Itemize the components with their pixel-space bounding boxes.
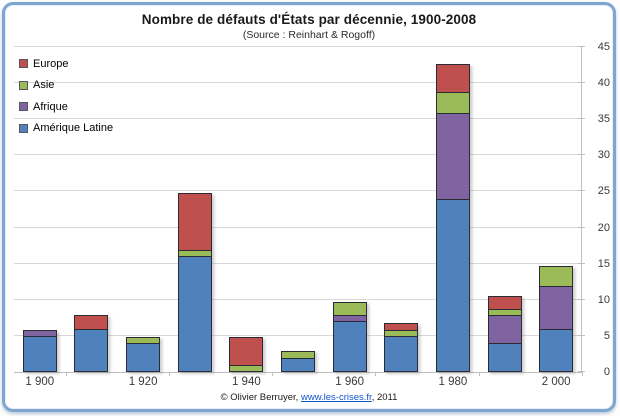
bar-1950 (281, 351, 315, 372)
legend-label: Europe (33, 57, 69, 70)
legend-label: Asie (33, 79, 55, 92)
x-tick-5 (272, 372, 274, 376)
x-axis-label-1960: 1 960 (335, 376, 365, 388)
x-tick-9 (478, 372, 480, 376)
x-axis-label-2000: 2 000 (541, 376, 571, 388)
footer-credit: © Olivier Berruyer, www.les-crises.fr, 2… (5, 392, 613, 403)
gridline-10 (14, 298, 582, 300)
x-tick-7 (375, 372, 377, 376)
y-axis-label-0: 0 (603, 366, 610, 378)
bar-segment-1950-am-rique-latine (281, 357, 315, 372)
gridline-20 (14, 226, 582, 228)
bar-1970 (384, 323, 419, 372)
bar-segment-1940-europe (229, 336, 264, 366)
bar-segment-1980-am-rique-latine (435, 198, 470, 372)
bar-1980 (435, 64, 470, 372)
bar-segment-1940-asie (229, 364, 264, 372)
bar-segment-1970-am-rique-latine (384, 335, 419, 372)
legend-swatch-icon (19, 80, 28, 90)
bar-segment-1980-asie (435, 92, 470, 115)
bar-2000 (539, 265, 574, 372)
bar-segment-1910-europe (74, 315, 109, 330)
y-axis-label-15: 15 (597, 257, 610, 270)
bar-segment-1980-afrique (435, 113, 470, 200)
x-axis-label-1920: 1 920 (128, 376, 158, 388)
y-axis-label-30: 30 (597, 149, 610, 162)
bar-1900 (22, 329, 57, 372)
y-axis-label-40: 40 (597, 77, 610, 90)
legend: Europe Asie Afrique Amérique Latine (19, 53, 113, 139)
y-axis-label-10: 10 (597, 293, 610, 306)
gridline-25 (14, 190, 582, 192)
x-axis-label-1980: 1 980 (438, 376, 468, 388)
gridline-30 (14, 154, 582, 156)
bar-segment-2000-am-rique-latine (539, 328, 574, 372)
footer-link[interactable]: www.les-crises.fr (300, 392, 372, 403)
bar-1910 (74, 315, 109, 372)
y-axis-label-5: 5 (603, 329, 610, 342)
gridline-35 (14, 118, 582, 120)
y-axis-line (581, 47, 582, 372)
x-tick-1 (65, 372, 67, 376)
bar-segment-1930-am-rique-latine (177, 256, 212, 372)
x-axis-label-1900: 1 900 (25, 376, 55, 388)
bar-1990 (487, 295, 522, 372)
chart-subtitle: (Source : Reinhart & Rogoff) (242, 29, 376, 41)
plot-area (14, 46, 585, 376)
bar-segment-1900-am-rique-latine (22, 335, 57, 372)
legend-item-asie: Asie (19, 75, 113, 97)
x-axis-line (14, 372, 583, 373)
bar-segment-1960-am-rique-latine (332, 321, 367, 372)
gridline-5 (14, 334, 582, 336)
legend-item-afrique: Afrique (19, 96, 113, 118)
legend-item-europe: Europe (19, 53, 113, 75)
x-axis-label-1940: 1 940 (231, 376, 261, 388)
bar-segment-1990-afrique (487, 315, 522, 345)
y-axis-labels: 0 5 10 15 20 25 30 35 40 45 (586, 41, 610, 378)
bar-segment-2000-asie (539, 265, 574, 288)
bar-1920 (126, 336, 161, 372)
legend-label: Afrique (33, 100, 68, 113)
chart-card: Nombre de défauts d'États par décennie, … (2, 2, 616, 412)
x-tick-11 (582, 372, 583, 376)
gridline-15 (14, 262, 582, 264)
bar-segment-1910-am-rique-latine (74, 328, 109, 372)
bar-1960 (332, 301, 367, 372)
gridline-45 (14, 46, 582, 47)
y-axis-label-25: 25 (597, 185, 610, 198)
legend-swatch-icon (19, 123, 28, 133)
y-axis-label-35: 35 (597, 113, 610, 126)
bar-1940 (229, 336, 264, 372)
footer-year: , 2011 (371, 392, 398, 403)
footer-author: © Olivier Berruyer, (220, 392, 301, 403)
bar-segment-1990-europe (487, 295, 522, 311)
bar-segment-2000-afrique (539, 286, 574, 330)
legend-label: Amérique Latine (33, 122, 114, 135)
y-axis-label-45: 45 (597, 41, 610, 53)
y-axis-label-20: 20 (597, 221, 610, 234)
bar-segment-1960-asie (332, 301, 367, 317)
x-axis-labels: 1 900 1 920 1 940 1 960 1 980 2 000 (14, 376, 582, 391)
bar-segment-1920-am-rique-latine (126, 343, 161, 372)
legend-swatch-icon (19, 102, 28, 112)
legend-swatch-icon (19, 59, 28, 69)
legend-item-am-rique-latine: Amérique Latine (19, 118, 113, 140)
y-tick-45 (578, 46, 585, 47)
chart-title: Nombre de défauts d'États par décennie, … (141, 12, 477, 27)
bar-segment-1990-am-rique-latine (487, 343, 522, 372)
x-tick-3 (168, 372, 170, 376)
gridline-40 (14, 82, 582, 84)
bar-segment-1930-europe (177, 193, 212, 252)
bar-1930 (177, 193, 212, 372)
bar-segment-1980-europe (435, 64, 470, 94)
